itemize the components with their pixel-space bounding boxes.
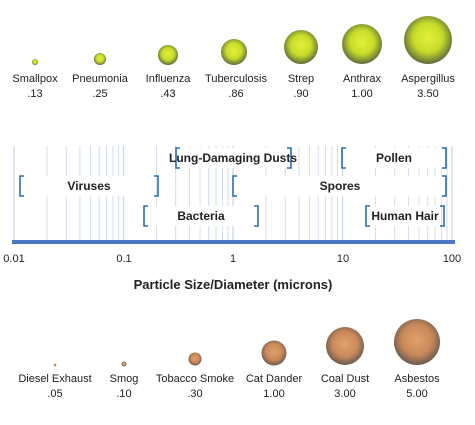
range-label-spores: Spores: [320, 179, 361, 193]
bacteria-bracket-left: [143, 205, 148, 227]
tuberculosis-particle: [221, 39, 247, 65]
asbestos-particle: [394, 319, 440, 365]
pollen-label-bg: [346, 148, 442, 168]
cat-dander-particle: [261, 340, 287, 366]
pathogen-size: 3.50: [417, 88, 438, 100]
pathogen-size: .25: [92, 88, 107, 100]
particulate-size: .10: [116, 388, 131, 400]
pathogen-size: .13: [27, 88, 42, 100]
axis-tick-label: 100: [443, 253, 461, 265]
log-scale-band: Viruses Lung-Damaging Dusts Bacteria Spo…: [3, 146, 461, 292]
pathogen-size: .86: [228, 88, 243, 100]
pathogen-size: .90: [293, 88, 308, 100]
dusts-label-bg: [180, 148, 287, 168]
axis-tick-label: 0.01: [3, 253, 24, 265]
pathogen-name: Influenza: [146, 73, 192, 85]
particulate-size: .30: [187, 388, 202, 400]
range-label-pollen: Pollen: [376, 151, 412, 165]
particulate-name: Coal Dust: [321, 373, 369, 385]
spores-label-bg: [237, 176, 442, 196]
dusts-bracket-left: [175, 147, 180, 169]
particulate-name: Diesel Exhaust: [18, 373, 91, 385]
pollen-bracket-left: [341, 147, 346, 169]
pathogen-name: Strep: [288, 73, 314, 85]
axis-tick-label: 0.1: [116, 253, 131, 265]
tobacco-smoke-particle: [188, 352, 202, 366]
pathogen-name: Anthrax: [343, 73, 381, 85]
axis-line: [12, 240, 455, 244]
pathogen-name: Smallpox: [12, 73, 58, 85]
coal-dust-particle: [326, 327, 364, 365]
viruses-bracket-left: [19, 175, 24, 197]
viruses-label-bg: [24, 176, 154, 196]
aspergillus-particle: [404, 16, 452, 64]
particulate-name: Cat Dander: [246, 373, 303, 385]
influenza-particle: [158, 45, 178, 65]
particulate-size: 3.00: [334, 388, 355, 400]
smallpox-particle: [32, 59, 38, 65]
strep-particle: [284, 30, 318, 64]
pollen-bracket-right: [442, 147, 447, 169]
range-label-bacteria: Bacteria: [177, 209, 225, 223]
pathogen-name: Pneumonia: [72, 73, 129, 85]
range-label-backgrounds: [24, 148, 442, 226]
spores-bracket-left: [232, 175, 237, 197]
pathogen-size: 1.00: [351, 88, 372, 100]
particulate-size: .05: [47, 388, 62, 400]
viruses-bracket-right: [154, 175, 159, 197]
anthrax-particle: [342, 24, 382, 64]
spores-bracket-right: [442, 175, 447, 197]
particulate-size: 1.00: [263, 388, 284, 400]
human-hair-label-bg: [370, 206, 440, 226]
pneumonia-particle: [94, 53, 106, 65]
particulate-name: Asbestos: [394, 373, 440, 385]
particulate-size: 5.00: [406, 388, 427, 400]
axis-title: Particle Size/Diameter (microns): [134, 277, 333, 292]
smog-particle: [121, 361, 127, 367]
axis-tick-label: 1: [230, 253, 236, 265]
pathogen-size: .43: [160, 88, 175, 100]
human-hair-bracket-right: [440, 205, 445, 227]
dusts-bracket-right: [287, 147, 292, 169]
human-hair-bracket-left: [365, 205, 370, 227]
pathogen-name: Aspergillus: [401, 73, 455, 85]
diesel-exhaust-particle: [53, 363, 57, 367]
bacteria-label-bg: [148, 206, 254, 226]
axis-tick-label: 10: [337, 253, 349, 265]
pathogen-name: Tuberculosis: [205, 73, 267, 85]
range-label-dusts: Lung-Damaging Dusts: [169, 151, 297, 165]
particulate-row: Diesel Exhaust .05 Smog .10 Tobacco Smok…: [18, 319, 440, 400]
range-label-viruses: Viruses: [67, 179, 110, 193]
range-label-human-hair: Human Hair: [371, 209, 439, 223]
pathogen-row: Smallpox .13 Pneumonia .25 Influenza .43…: [12, 16, 455, 100]
bacteria-bracket-right: [254, 205, 259, 227]
range-brackets: [19, 147, 447, 227]
particulate-name: Smog: [110, 373, 139, 385]
particulate-name: Tobacco Smoke: [156, 373, 234, 385]
